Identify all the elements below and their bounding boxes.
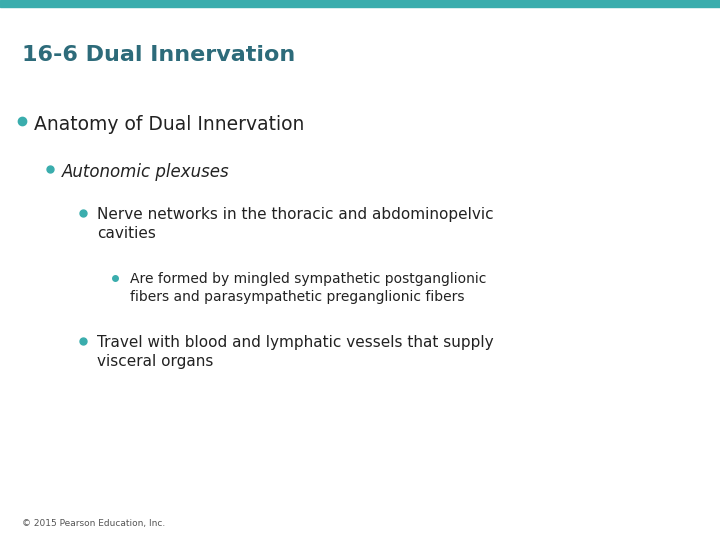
- Text: Travel with blood and lymphatic vessels that supply
visceral organs: Travel with blood and lymphatic vessels …: [97, 335, 494, 369]
- Text: Are formed by mingled sympathetic postganglionic
fibers and parasympathetic preg: Are formed by mingled sympathetic postga…: [130, 272, 487, 304]
- Text: Anatomy of Dual Innervation: Anatomy of Dual Innervation: [34, 115, 305, 134]
- Text: Nerve networks in the thoracic and abdominopelvic
cavities: Nerve networks in the thoracic and abdom…: [97, 207, 494, 241]
- FancyBboxPatch shape: [0, 0, 720, 7]
- Text: © 2015 Pearson Education, Inc.: © 2015 Pearson Education, Inc.: [22, 519, 166, 528]
- Text: Autonomic plexuses: Autonomic plexuses: [62, 163, 230, 181]
- Text: 16-6 Dual Innervation: 16-6 Dual Innervation: [22, 45, 295, 65]
